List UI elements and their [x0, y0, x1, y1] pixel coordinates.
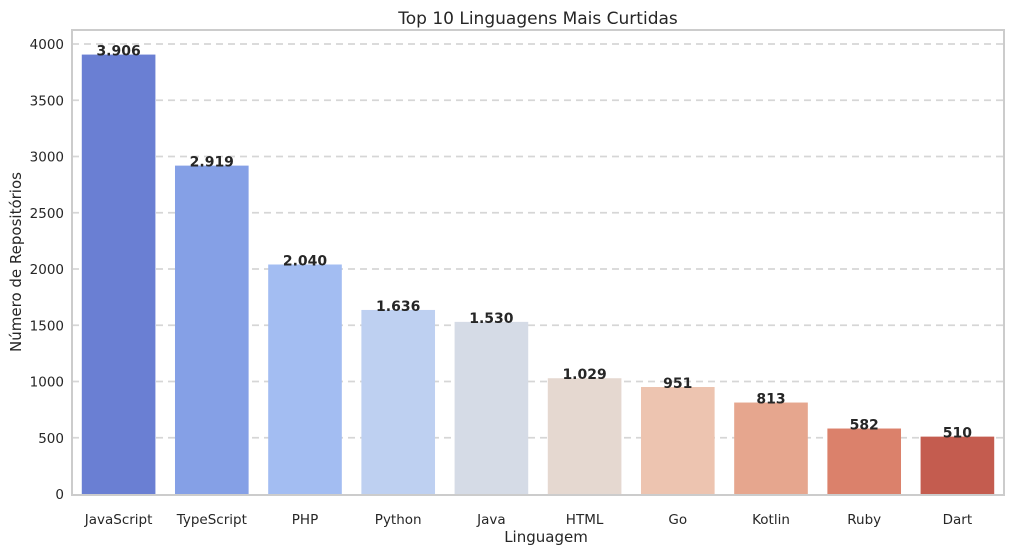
y-tick-label: 0 [55, 487, 64, 503]
bar-value-label: 3.906 [96, 44, 140, 60]
bar-html [547, 378, 622, 494]
x-tick-label: PHP [292, 512, 318, 528]
y-tick-label: 1500 [30, 318, 64, 334]
x-tick-label: Dart [943, 512, 973, 528]
bar-java [454, 321, 529, 494]
bar-kotlin [734, 402, 808, 494]
bar-value-label: 510 [943, 426, 972, 442]
bar-layer [81, 54, 995, 495]
x-tick-label: HTML [566, 512, 604, 528]
bar-value-label: 1.029 [562, 367, 606, 383]
y-tick-label: 1000 [30, 375, 64, 391]
bar-typescript [174, 165, 249, 495]
bar-python [361, 309, 436, 494]
x-tick-label: JavaScript [84, 512, 153, 528]
y-tick-label: 2000 [30, 262, 64, 278]
bar-value-label: 582 [850, 418, 879, 434]
data-label-layer: 3.906 2.919 2.040 1.636 1.530 1.029 951 813 582 5… [96, 44, 972, 442]
x-tick-layer: JavaScript TypeScript PHP Python Java HTML Go K… [84, 512, 972, 528]
chart-title: Top 10 Linguagens Mais Curtidas [397, 9, 678, 29]
x-tick-label: TypeScript [176, 512, 247, 528]
bar-dart [920, 436, 995, 494]
bar-value-label: 2.040 [283, 254, 328, 270]
y-tick-label: 500 [38, 431, 64, 447]
bar-value-label: 2.919 [190, 155, 234, 171]
bar-value-label: 1.530 [469, 311, 514, 327]
bar-value-label: 1.636 [376, 299, 420, 315]
bar-ruby [827, 428, 902, 494]
y-tick-layer: 0 500 1000 1500 2000 2500 3000 3500 4000 [30, 37, 64, 503]
y-tick-label: 3500 [30, 93, 64, 109]
bar-go [640, 387, 715, 494]
bar-php [268, 264, 342, 494]
x-axis-title: Linguagem [504, 528, 588, 546]
x-tick-label: Go [668, 512, 687, 528]
x-tick-label: Kotlin [752, 512, 790, 528]
y-tick-label: 3000 [30, 150, 64, 166]
x-tick-label: Python [375, 512, 422, 528]
x-tick-label: Java [476, 512, 506, 528]
bar-value-label: 813 [756, 392, 785, 408]
x-tick-label: Ruby [847, 512, 881, 528]
y-tick-label: 4000 [30, 37, 64, 53]
plot-frame [71, 29, 1005, 496]
y-tick-label: 2500 [30, 206, 64, 222]
bar-javascript [81, 54, 156, 494]
bar-value-label: 951 [663, 376, 692, 392]
y-axis-title: Número de Repositórios [7, 172, 25, 352]
